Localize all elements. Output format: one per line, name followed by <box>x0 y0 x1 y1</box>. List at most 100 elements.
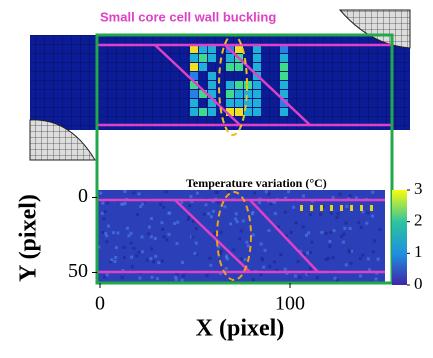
speck <box>376 257 380 261</box>
cell <box>280 99 288 107</box>
speck <box>132 246 136 250</box>
x-tick-label: 100 <box>275 293 305 315</box>
speck <box>305 233 309 237</box>
cell <box>280 63 288 71</box>
speck <box>120 202 124 206</box>
speck <box>261 258 265 262</box>
speck <box>324 231 328 235</box>
speck <box>174 275 178 279</box>
speck <box>283 210 287 214</box>
speck <box>181 274 185 278</box>
speck <box>215 191 219 195</box>
speck <box>251 233 255 237</box>
speck <box>331 256 335 260</box>
speck <box>318 212 322 216</box>
speck <box>120 275 124 279</box>
speck <box>205 274 209 278</box>
speck <box>175 272 179 276</box>
speck <box>329 211 333 215</box>
speck <box>150 247 154 251</box>
speck <box>181 260 185 264</box>
speck <box>229 222 233 226</box>
speck <box>273 200 277 204</box>
speck <box>176 220 180 224</box>
speck <box>234 212 238 216</box>
speck <box>309 251 313 255</box>
speck <box>289 230 293 234</box>
speck <box>105 240 109 244</box>
speck <box>122 245 126 249</box>
cell <box>235 90 243 98</box>
speck <box>209 263 213 267</box>
speck <box>321 205 325 209</box>
speck <box>209 215 213 219</box>
cell <box>253 108 261 116</box>
speck <box>275 268 279 272</box>
speck <box>283 267 287 271</box>
speck <box>285 234 289 238</box>
thermal-panel <box>97 190 385 283</box>
speck <box>202 212 206 216</box>
cell <box>190 90 198 98</box>
cell <box>244 108 252 116</box>
cell <box>208 108 216 116</box>
cell <box>199 45 207 53</box>
speck <box>161 227 165 231</box>
speck <box>340 205 343 211</box>
speck <box>140 250 144 254</box>
cell <box>208 45 216 53</box>
speck <box>114 246 118 250</box>
speck <box>121 269 125 273</box>
speck <box>101 230 105 234</box>
cell <box>280 108 288 116</box>
speck <box>129 241 133 245</box>
speck <box>348 194 352 198</box>
speck <box>175 242 179 246</box>
speck <box>187 215 191 219</box>
cell <box>199 54 207 62</box>
speck <box>367 268 371 272</box>
speck <box>335 216 339 220</box>
speck <box>340 234 344 238</box>
y-tick-label: 0 <box>78 185 88 207</box>
speck <box>180 201 184 205</box>
speck <box>116 231 120 235</box>
speck <box>102 217 106 221</box>
annotation: Small core cell wall buckling <box>100 9 276 24</box>
speck <box>138 276 142 280</box>
cell <box>235 99 243 107</box>
x-label: X (pixel) <box>196 316 285 342</box>
cell <box>226 90 234 98</box>
speck <box>308 267 312 271</box>
speck <box>253 191 257 195</box>
speck <box>234 217 238 221</box>
speck <box>250 212 254 216</box>
speck <box>243 257 247 261</box>
speck <box>357 221 361 225</box>
speck <box>191 219 195 223</box>
speck <box>338 192 342 196</box>
speck <box>149 217 153 221</box>
speck <box>186 218 190 222</box>
speck <box>327 256 331 260</box>
speck <box>246 244 250 248</box>
speck <box>162 235 166 239</box>
speck <box>307 231 311 235</box>
speck <box>180 278 184 282</box>
speck <box>137 192 141 196</box>
speck <box>194 241 198 245</box>
speck <box>103 210 107 214</box>
speck <box>158 203 162 207</box>
speck <box>344 263 348 267</box>
speck <box>373 239 377 243</box>
speck <box>188 204 192 208</box>
speck <box>207 212 211 216</box>
speck <box>137 250 141 254</box>
speck <box>121 202 125 206</box>
cell <box>253 81 261 89</box>
speck <box>218 271 222 275</box>
speck <box>101 201 105 205</box>
cell <box>208 72 216 80</box>
thermal-noise <box>97 190 382 282</box>
speck <box>193 251 197 255</box>
